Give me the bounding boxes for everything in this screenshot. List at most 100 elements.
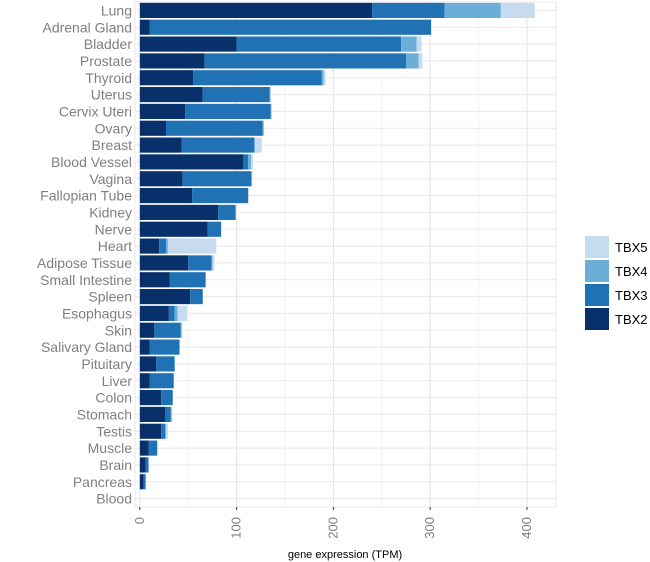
bar-tbx5-lung [500,2,535,18]
bar-tbx2-adrenal-gland [139,19,150,35]
bar-tbx2-vagina [139,171,183,187]
bar-tbx2-thyroid [139,70,194,86]
bar-tbx2-testis [139,423,162,439]
y-tick-label: Colon [95,390,132,406]
y-tick-label: Nerve [95,221,133,237]
bar-tbx5-thyroid [323,70,326,86]
bar-tbx2-breast [139,137,182,153]
bar-tbx2-pancreas [139,474,144,490]
bar-tbx5-skin [181,322,183,338]
x-tick-label: 400 [519,517,534,539]
bar-tbx5-adipose-tissue [212,255,215,271]
y-tick-label: Bladder [84,36,133,52]
bar-tbx3-lung [372,2,445,18]
bar-tbx2-colon [139,390,162,406]
y-tick-label: Uterus [91,87,132,103]
y-tick-label: Kidney [89,204,132,220]
bar-tbx2-stomach [139,406,166,422]
bar-tbx2-bladder [139,36,237,52]
y-tick-label: Esophagus [62,305,132,321]
y-tick-label: Small Intestine [40,272,132,288]
bar-tbx3-colon [161,390,173,406]
bar-tbx3-ovary [165,120,263,136]
x-tick-label: 200 [325,517,340,539]
bar-tbx5-bladder [416,36,422,52]
bar-tbx2-kidney [139,204,219,220]
y-tick-label: Pancreas [73,474,132,490]
bar-tbx4-adipose-tissue [211,255,213,271]
x-axis-label: gene expression (TPM) [288,549,402,561]
bar-tbx2-cervix-uteri [139,103,186,119]
legend-label-tbx5: TBX5 [615,240,648,255]
legend: TBX5 TBX4 TBX3 TBX2 [585,236,648,330]
y-tick-label: Spleen [88,289,132,305]
bar-tbx3-fallopian-tube [192,188,249,204]
bar-tbx3-adrenal-gland [149,19,432,35]
legend-swatch-tbx2 [585,308,609,330]
bar-tbx5-blood-vessel [251,154,254,170]
x-tick-label: 0 [132,517,147,524]
y-tick-label: Breast [92,137,133,153]
bar-tbx3-liver [149,373,174,389]
bar-tbx3-breast [181,137,255,153]
bar-tbx2-esophagus [139,305,169,321]
bar-tbx5-breast [255,137,262,153]
y-tick-label: Cervix Uteri [59,103,132,119]
y-tick-label: Blood [96,491,132,507]
y-tick-label: Vagina [89,171,132,187]
y-tick-label: Adipose Tissue [37,255,132,271]
bar-tbx5-heart [167,238,217,254]
bar-tbx3-nerve [207,221,222,237]
bar-tbx2-adipose-tissue [139,255,189,271]
legend-swatch-tbx5 [585,236,609,258]
bar-tbx3-cervix-uteri [185,103,271,119]
bar-tbx2-skin [139,322,155,338]
legend-label-tbx4: TBX4 [615,264,648,279]
bar-tbx3-brain [145,457,149,473]
bar-tbx3-thyroid [193,70,322,86]
bar-tbx5-prostate [418,53,423,69]
bar-tbx2-nerve [139,221,208,237]
y-tick-label: Salivary Gland [41,339,132,355]
y-tick-label: Brain [99,457,132,473]
y-tick-label: Adrenal Gland [42,19,132,35]
bar-tbx4-ovary [262,120,264,136]
bar-tbx3-small-intestine [169,272,206,288]
bar-tbx4-stomach [170,406,172,422]
bar-tbx2-small-intestine [139,272,170,288]
bar-tbx3-prostate [204,53,406,69]
bar-tbx2-heart [139,238,160,254]
bar-tbx4-prostate [405,53,419,69]
bar-tbx4-lung [444,2,501,18]
legend-label-tbx2: TBX2 [615,312,648,327]
bar-tbx3-testis [161,423,166,439]
y-tick-label: Pituitary [81,356,132,372]
bar-tbx4-vagina [251,171,253,187]
bar-tbx4-thyroid [321,70,324,86]
legend-swatch-tbx4 [585,260,609,282]
y-tick-label: Thyroid [85,70,132,86]
bar-tbx4-blood-vessel [248,154,252,170]
bar-tbx2-blood-vessel [139,154,244,170]
bar-tbx3-bladder [236,36,402,52]
y-tick-label: Prostate [80,53,132,69]
bar-tbx4-heart [165,238,168,254]
bar-tbx2-prostate [139,53,205,69]
bar-tbx3-skin [154,322,181,338]
bar-tbx2-brain [139,457,146,473]
bar-tbx4-bladder [401,36,417,52]
bar-tbx5-testis [165,423,168,439]
bar-tbx2-spleen [139,289,191,305]
bar-tbx3-blood-vessel [243,154,249,170]
bar-tbx3-adipose-tissue [188,255,212,271]
x-tick-label: 300 [422,517,437,539]
bars [139,2,535,490]
bar-tbx3-vagina [182,171,252,187]
bar-tbx3-heart [159,238,166,254]
bar-tbx4-esophagus [174,305,178,321]
y-tick-label: Lung [101,2,132,18]
y-tick-label: Stomach [77,406,132,422]
bar-tbx3-kidney [218,204,236,220]
bar-tbx3-pancreas [143,474,146,490]
bar-tbx3-pituitary [156,356,175,372]
